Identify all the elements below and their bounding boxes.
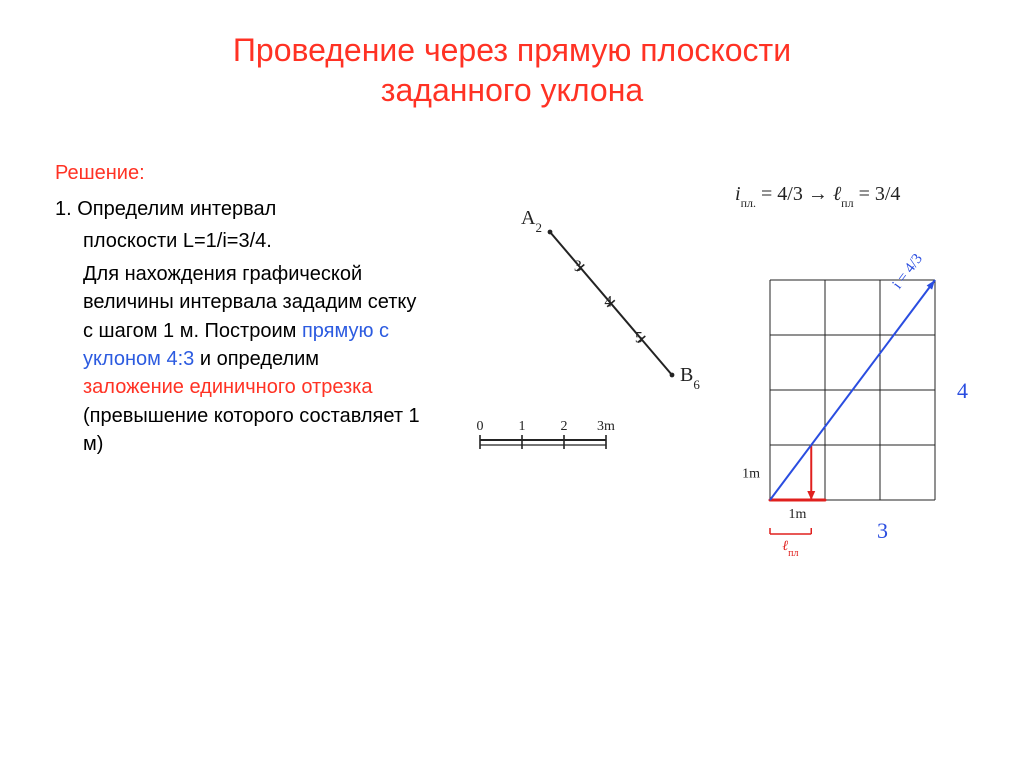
svg-text:B6: B6 xyxy=(680,364,700,392)
page: Проведение через прямую плоскости заданн… xyxy=(0,0,1024,767)
svg-text:i = 4/3: i = 4/3 xyxy=(890,251,926,292)
svg-text:1m: 1m xyxy=(742,467,760,482)
section-label: Решение: xyxy=(55,162,145,185)
svg-text:A2: A2 xyxy=(521,207,542,235)
page-title: Проведение через прямую плоскости заданн… xyxy=(0,30,1024,110)
body-text: 1. Определим интервал плоскости L=1/i=3/… xyxy=(55,195,420,459)
svg-text:1: 1 xyxy=(519,419,526,434)
svg-text:2: 2 xyxy=(561,419,568,434)
svg-text:5: 5 xyxy=(635,329,643,346)
svg-text:3m: 3m xyxy=(597,419,615,434)
diagram-svg: iпл. = 4/3 → ℓпл = 3/4 A2 B6 3 4 5 0 1 2 3m i = 4/… xyxy=(470,160,1000,640)
title-line-1: Проведение через прямую плоскости xyxy=(233,32,791,68)
title-line-2: заданного уклона xyxy=(381,72,643,108)
svg-text:0: 0 xyxy=(477,419,484,434)
body-p1b: плоскости L=1/i=3/4. xyxy=(55,227,420,255)
svg-text:iпл. = 4/3 → ℓпл = 3/4: iпл. = 4/3 → ℓпл = 3/4 xyxy=(735,183,900,210)
svg-text:1m: 1m xyxy=(789,507,807,522)
body-p1: 1. Определим интервал xyxy=(55,195,420,223)
diagrams: iпл. = 4/3 → ℓпл = 3/4 A2 B6 3 4 5 0 1 2 3m i = 4/… xyxy=(470,160,1000,640)
svg-text:3: 3 xyxy=(877,518,888,543)
svg-text:4: 4 xyxy=(957,378,968,403)
body-p2: Для нахождения графической величины инте… xyxy=(55,260,420,459)
svg-text:3: 3 xyxy=(574,258,582,275)
highlight-unit: заложение единичного отрезка xyxy=(83,376,372,398)
svg-text:4: 4 xyxy=(604,294,612,311)
svg-text:ℓпл: ℓпл xyxy=(782,539,798,559)
